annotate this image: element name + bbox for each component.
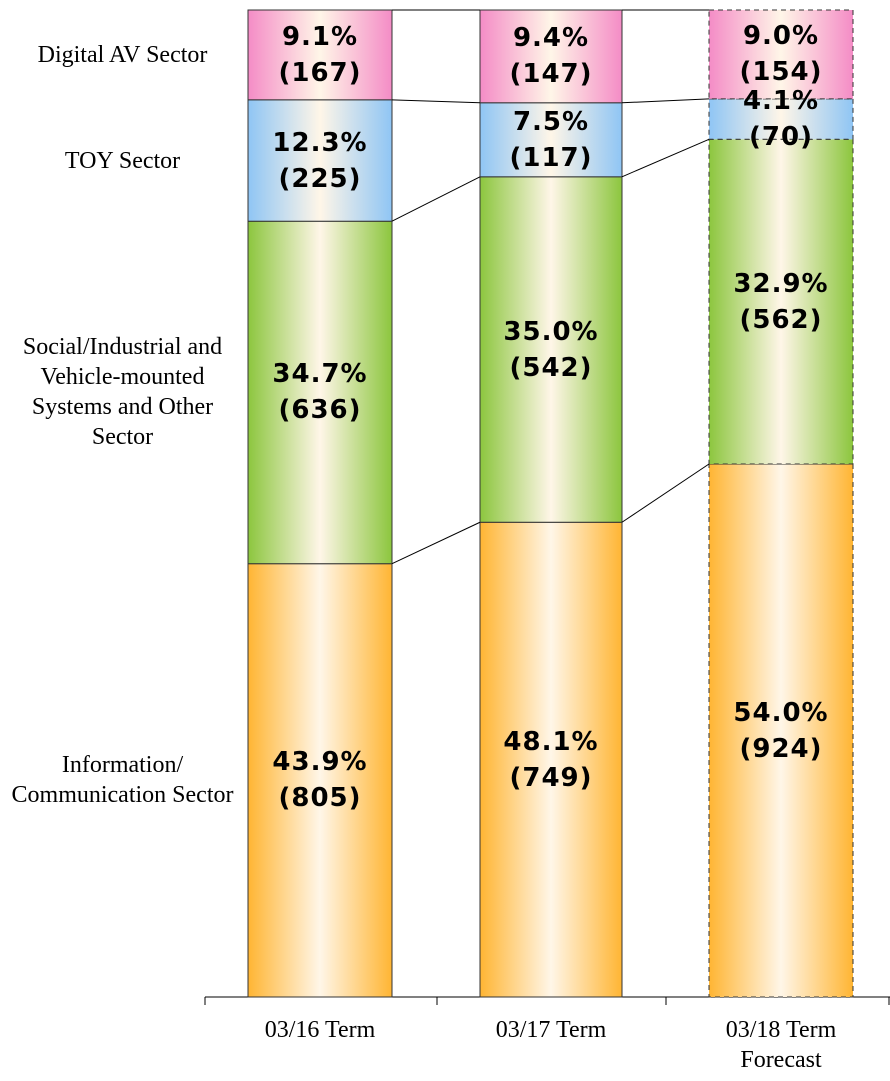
amount-label: (636) bbox=[278, 395, 362, 426]
amount-label: (117) bbox=[509, 142, 593, 173]
amount-label: (225) bbox=[278, 163, 362, 194]
connector bbox=[391, 521, 481, 565]
value-label: 9.4% bbox=[512, 23, 590, 54]
value-label: 54.0% bbox=[733, 697, 829, 728]
connector bbox=[391, 176, 481, 222]
amount-label: (805) bbox=[278, 783, 362, 814]
bar-segment bbox=[247, 9, 393, 101]
connector bbox=[621, 138, 710, 178]
value-label: 9.0% bbox=[742, 21, 820, 52]
bar-segment bbox=[247, 220, 393, 565]
x-tick-label: 03/16 Term bbox=[264, 1017, 376, 1043]
amount-label: (542) bbox=[509, 352, 593, 383]
bar-segment bbox=[247, 563, 393, 998]
series-label: Social/Industrial and Vehicle-mounted Sy… bbox=[22, 334, 223, 451]
connector bbox=[391, 99, 481, 104]
bar-segment bbox=[479, 102, 623, 178]
bar-segment bbox=[479, 9, 623, 104]
bar-segment bbox=[479, 521, 623, 998]
series-label: Information/ Communication Sector bbox=[11, 752, 234, 809]
connector bbox=[621, 463, 710, 523]
amount-label: (147) bbox=[509, 59, 593, 90]
series-label: TOY Sector bbox=[64, 147, 181, 174]
bar-segment bbox=[708, 98, 854, 140]
value-label: 32.9% bbox=[733, 268, 829, 299]
amount-label: (924) bbox=[739, 733, 823, 764]
value-label: 4.1% bbox=[742, 86, 820, 117]
bar-segment bbox=[479, 176, 623, 523]
bar-segment bbox=[708, 138, 854, 465]
connector bbox=[621, 98, 710, 104]
bar-segment bbox=[708, 463, 854, 998]
value-label: 43.9% bbox=[272, 747, 368, 778]
value-label: 35.0% bbox=[503, 316, 599, 347]
x-tick-label: 03/18 Term Forecast bbox=[725, 1017, 837, 1073]
amount-label: (167) bbox=[278, 57, 362, 88]
series-label: Digital AV Sector bbox=[37, 41, 208, 68]
value-label: 7.5% bbox=[512, 106, 590, 137]
amount-label: (70) bbox=[749, 122, 813, 153]
amount-label: (154) bbox=[739, 57, 823, 88]
value-label: 12.3% bbox=[272, 127, 368, 158]
x-tick-label: 03/17 Term bbox=[495, 1017, 607, 1043]
value-label: 9.1% bbox=[281, 21, 359, 52]
amount-label: (749) bbox=[509, 762, 593, 793]
value-label: 48.1% bbox=[503, 726, 599, 757]
amount-label: (562) bbox=[739, 304, 823, 335]
value-label: 34.7% bbox=[272, 359, 368, 390]
bar-segment bbox=[708, 9, 854, 100]
bar-segment bbox=[247, 99, 393, 222]
